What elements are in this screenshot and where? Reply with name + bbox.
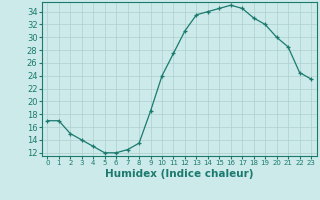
- X-axis label: Humidex (Indice chaleur): Humidex (Indice chaleur): [105, 169, 253, 179]
